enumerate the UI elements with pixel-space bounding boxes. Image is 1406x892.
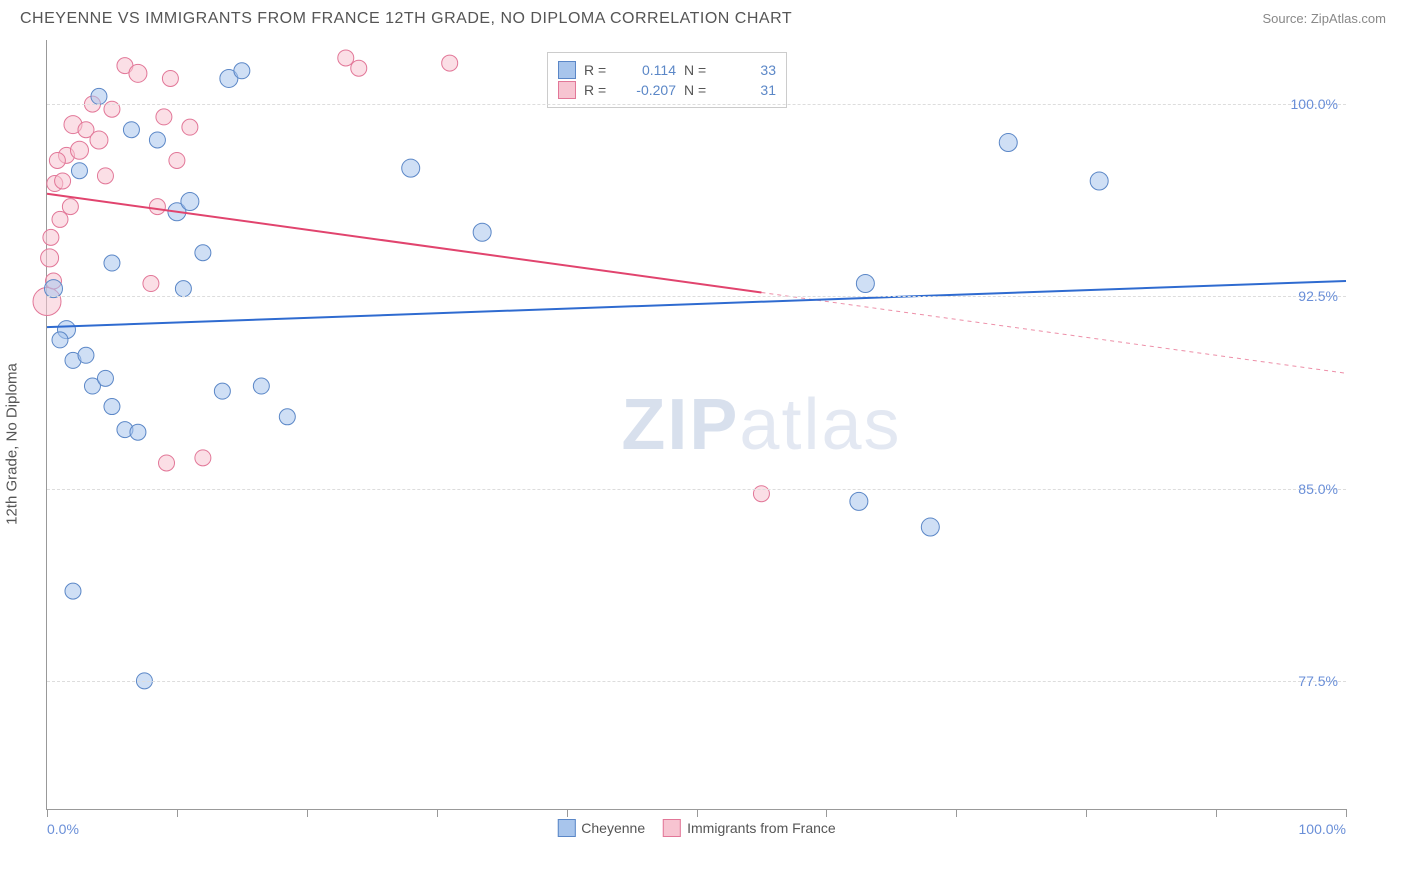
cheyenne-trend-solid — [47, 281, 1346, 327]
france-point — [90, 131, 108, 149]
n-label: N = — [684, 82, 712, 98]
chart-svg — [47, 40, 1346, 809]
france-point — [338, 50, 354, 66]
x-tick — [956, 809, 957, 817]
france-point — [182, 119, 198, 135]
cheyenne-point — [71, 163, 87, 179]
plot-area: ZIPatlas R = 0.114 N = 33 R = -0.207 N =… — [46, 40, 1346, 810]
correlation-legend: R = 0.114 N = 33 R = -0.207 N = 31 — [547, 52, 787, 108]
source-link[interactable]: ZipAtlas.com — [1311, 11, 1386, 26]
france-point — [195, 450, 211, 466]
source-prefix: Source: — [1262, 11, 1310, 26]
swatch-pink-icon — [558, 81, 576, 99]
legend-row-france: R = -0.207 N = 31 — [558, 81, 776, 99]
cheyenne-point — [44, 280, 62, 298]
y-tick-label: 77.5% — [1298, 673, 1338, 689]
x-tick — [307, 809, 308, 817]
x-tick — [826, 809, 827, 817]
cheyenne-point — [214, 383, 230, 399]
france-trend-dashed — [761, 292, 1346, 373]
series-legend: Cheyenne Immigrants from France — [557, 819, 835, 837]
x-tick — [177, 809, 178, 817]
legend-label: Immigrants from France — [687, 820, 836, 836]
france-point — [351, 60, 367, 76]
cheyenne-point — [65, 583, 81, 599]
legend-item-cheyenne: Cheyenne — [557, 819, 645, 837]
cheyenne-point — [234, 63, 250, 79]
x-tick — [437, 809, 438, 817]
chart-source: Source: ZipAtlas.com — [1262, 11, 1386, 26]
legend-item-france: Immigrants from France — [663, 819, 836, 837]
cheyenne-point — [52, 332, 68, 348]
y-axis-title: 12th Grade, No Diploma — [4, 363, 21, 525]
r-label: R = — [584, 82, 612, 98]
swatch-blue-icon — [558, 61, 576, 79]
france-point — [49, 152, 65, 168]
cheyenne-point — [181, 192, 199, 210]
cheyenne-point — [78, 347, 94, 363]
cheyenne-point — [104, 255, 120, 271]
france-point — [55, 173, 71, 189]
france-point — [169, 152, 185, 168]
france-point — [97, 168, 113, 184]
swatch-blue-icon — [557, 819, 575, 837]
cheyenne-point — [123, 122, 139, 138]
cheyenne-point — [253, 378, 269, 394]
x-tick — [47, 809, 48, 817]
y-tick-label: 100.0% — [1291, 96, 1338, 112]
x-tick — [697, 809, 698, 817]
grid-line — [47, 489, 1346, 490]
france-point — [62, 199, 78, 215]
france-point — [156, 109, 172, 125]
x-max-label: 100.0% — [1299, 821, 1346, 837]
france-point — [41, 249, 59, 267]
y-tick-label: 85.0% — [1298, 481, 1338, 497]
france-point — [43, 229, 59, 245]
n-value: 33 — [720, 62, 776, 78]
cheyenne-point — [104, 399, 120, 415]
chart-title: CHEYENNE VS IMMIGRANTS FROM FRANCE 12TH … — [20, 10, 792, 28]
france-point — [70, 141, 88, 159]
cheyenne-point — [999, 134, 1017, 152]
cheyenne-point — [91, 88, 107, 104]
x-tick — [567, 809, 568, 817]
chart-header: CHEYENNE VS IMMIGRANTS FROM FRANCE 12TH … — [0, 0, 1406, 34]
cheyenne-point — [1090, 172, 1108, 190]
france-point — [129, 64, 147, 82]
x-tick — [1346, 809, 1347, 817]
cheyenne-point — [130, 424, 146, 440]
grid-line — [47, 104, 1346, 105]
legend-label: Cheyenne — [581, 820, 645, 836]
cheyenne-point — [175, 281, 191, 297]
grid-line — [47, 681, 1346, 682]
france-point — [149, 199, 165, 215]
x-tick — [1216, 809, 1217, 817]
cheyenne-point — [149, 132, 165, 148]
cheyenne-point — [97, 370, 113, 386]
cheyenne-point — [402, 159, 420, 177]
r-value: 0.114 — [620, 62, 676, 78]
france-point — [162, 70, 178, 86]
swatch-pink-icon — [663, 819, 681, 837]
legend-row-cheyenne: R = 0.114 N = 33 — [558, 61, 776, 79]
cheyenne-point — [856, 275, 874, 293]
cheyenne-point — [473, 223, 491, 241]
france-point — [159, 455, 175, 471]
cheyenne-point — [279, 409, 295, 425]
x-min-label: 0.0% — [47, 821, 79, 837]
r-value: -0.207 — [620, 82, 676, 98]
n-label: N = — [684, 62, 712, 78]
r-label: R = — [584, 62, 612, 78]
france-point — [52, 211, 68, 227]
cheyenne-point — [921, 518, 939, 536]
grid-line — [47, 296, 1346, 297]
y-tick-label: 92.5% — [1298, 288, 1338, 304]
chart-container: 12th Grade, No Diploma ZIPatlas R = 0.11… — [0, 34, 1406, 854]
cheyenne-point — [850, 492, 868, 510]
france-point — [442, 55, 458, 71]
france-point — [143, 276, 159, 292]
x-tick — [1086, 809, 1087, 817]
cheyenne-point — [195, 245, 211, 261]
n-value: 31 — [720, 82, 776, 98]
